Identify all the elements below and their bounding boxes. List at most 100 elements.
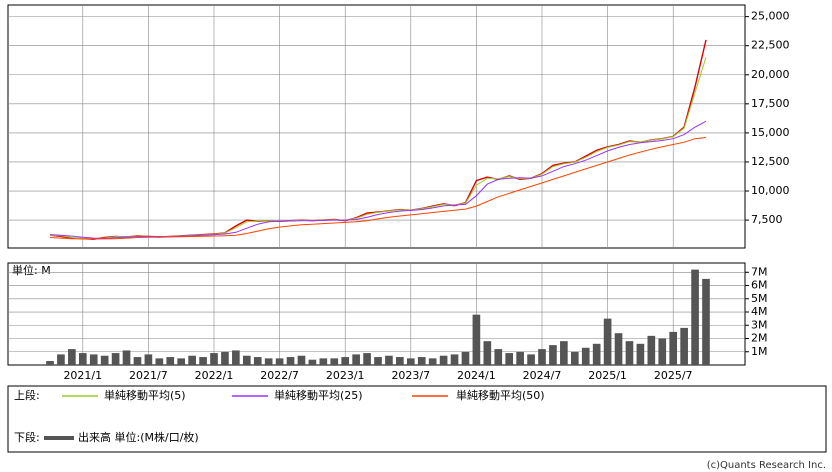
y-tick-label: 25,000 bbox=[751, 10, 790, 23]
legend-text: 単純移動平均(50) bbox=[456, 388, 545, 402]
volume-bar bbox=[439, 355, 448, 365]
volume-bar bbox=[210, 353, 218, 365]
volume-bar bbox=[199, 357, 207, 365]
volume-bar bbox=[363, 353, 371, 365]
volume-bar bbox=[100, 355, 109, 365]
y-tick-label: 17,500 bbox=[751, 97, 790, 110]
volume-bar bbox=[89, 354, 98, 365]
volume-bar bbox=[396, 357, 404, 365]
volume-bar bbox=[428, 358, 437, 365]
footer: (c)Quants Research Inc. bbox=[707, 460, 826, 471]
x-tick-label: 2025/7 bbox=[654, 369, 693, 382]
x-tick-label: 2021/1 bbox=[63, 369, 102, 382]
volume-bar bbox=[636, 343, 645, 365]
ma-line bbox=[49, 120, 707, 240]
volume-bar bbox=[603, 318, 612, 365]
y-tick-label: 7,500 bbox=[751, 213, 783, 226]
volume-bar bbox=[614, 333, 623, 365]
x-tick-label: 2023/1 bbox=[326, 369, 365, 382]
volume-bar bbox=[78, 353, 87, 365]
x-tick-label: 2022/7 bbox=[260, 369, 299, 382]
unit-label: 単位: M bbox=[12, 263, 51, 277]
volume-bar bbox=[592, 343, 601, 365]
volume-bar bbox=[669, 331, 678, 365]
volume-bar bbox=[417, 357, 426, 365]
volume-bar bbox=[538, 349, 546, 365]
volume-bar bbox=[319, 358, 328, 365]
volume-bar bbox=[527, 354, 535, 365]
volume-bar bbox=[264, 358, 273, 365]
y-tick-label: 22,500 bbox=[751, 39, 790, 52]
volume-bar bbox=[111, 353, 120, 365]
volume-bar bbox=[144, 354, 153, 365]
volume-bar bbox=[57, 354, 65, 365]
y-tick-label: 20,000 bbox=[751, 68, 790, 81]
volume-bar bbox=[330, 358, 339, 365]
y-tick-label: 15,000 bbox=[751, 126, 790, 139]
legend-text: 単純移動平均(25) bbox=[274, 388, 363, 402]
volume-bar bbox=[46, 361, 54, 365]
y-tick-label: 2M bbox=[751, 332, 768, 345]
volume-bar bbox=[560, 341, 568, 365]
y-tick-label: 7M bbox=[751, 265, 768, 278]
x-tick-label: 2021/7 bbox=[129, 369, 168, 382]
volume-bar bbox=[242, 355, 251, 365]
price-panel bbox=[7, 4, 746, 249]
y-tick-label: 3M bbox=[751, 318, 768, 331]
x-tick-label: 2025/1 bbox=[588, 369, 627, 382]
y-tick-label: 5M bbox=[751, 292, 768, 305]
legend-text: 出来高 単位:(M株/口/枚) bbox=[78, 430, 199, 444]
volume-bar bbox=[494, 349, 503, 365]
volume-bar bbox=[286, 357, 295, 365]
y-tick-label: 10,000 bbox=[751, 184, 790, 197]
volume-bar bbox=[658, 338, 667, 365]
x-tick-label: 2024/1 bbox=[457, 369, 496, 382]
volume-bar bbox=[647, 335, 656, 365]
volume-bar bbox=[122, 350, 131, 365]
y-tick-label: 12,500 bbox=[751, 155, 790, 168]
volume-bar bbox=[581, 347, 590, 365]
volume-bar bbox=[702, 278, 710, 365]
volume-bar bbox=[188, 355, 196, 365]
volume-bar bbox=[308, 359, 317, 365]
x-tick-label: 2022/1 bbox=[195, 369, 234, 382]
legend-box bbox=[7, 385, 827, 453]
volume-bar bbox=[221, 351, 229, 365]
volume-bar bbox=[472, 314, 481, 365]
volume-bar bbox=[505, 353, 514, 365]
x-tick-label: 2023/7 bbox=[391, 369, 430, 382]
volume-bar bbox=[549, 345, 557, 365]
volume-bar bbox=[297, 355, 306, 365]
legend-label: 下段: bbox=[14, 430, 40, 444]
volume-bar bbox=[406, 358, 415, 365]
x-tick-label: 2024/7 bbox=[523, 369, 562, 382]
volume-bar bbox=[253, 357, 262, 365]
legend-label: 上段: bbox=[14, 388, 40, 402]
volume-bar bbox=[133, 357, 142, 365]
volume-bar bbox=[166, 357, 175, 365]
volume-bar bbox=[680, 327, 688, 365]
volume-bar bbox=[385, 355, 393, 365]
volume-bar bbox=[516, 351, 524, 365]
volume-bar bbox=[483, 341, 492, 365]
y-tick-label: 4M bbox=[751, 305, 768, 318]
volume-bar bbox=[68, 349, 76, 365]
volume-bar bbox=[275, 358, 284, 365]
volume-bar bbox=[352, 354, 360, 365]
volume-bar bbox=[374, 357, 382, 365]
volume-bar bbox=[450, 354, 459, 365]
volume-bar bbox=[341, 357, 350, 365]
volume-bar bbox=[461, 351, 470, 365]
volume-bar bbox=[232, 350, 240, 365]
volume-panel bbox=[7, 262, 746, 366]
volume-bar bbox=[570, 351, 579, 365]
volume-bar bbox=[625, 341, 634, 365]
y-tick-label: 6M bbox=[751, 279, 768, 292]
y-tick-label: 1M bbox=[751, 345, 768, 358]
legend-text: 単純移動平均(5) bbox=[104, 388, 186, 402]
volume-bar bbox=[155, 358, 164, 365]
volume-bar bbox=[691, 269, 699, 365]
volume-bar bbox=[177, 358, 186, 365]
ma-line bbox=[49, 137, 707, 240]
